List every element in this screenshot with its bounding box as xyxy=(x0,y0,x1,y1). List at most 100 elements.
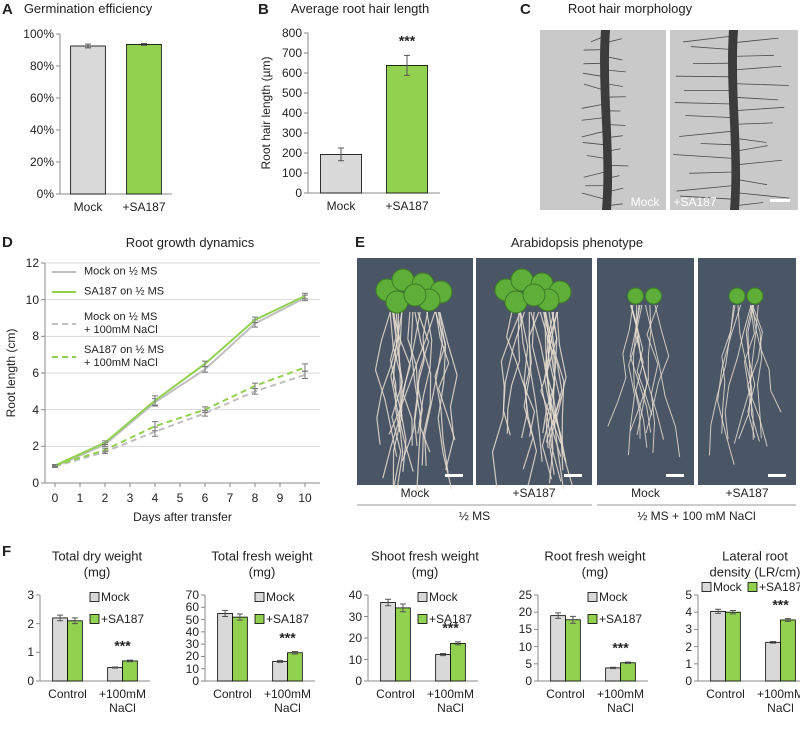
scale-bar xyxy=(564,474,582,477)
y-tick-label: 20 xyxy=(518,604,532,619)
scale-bar xyxy=(768,474,786,477)
y-tick-label: 0 xyxy=(192,673,199,688)
panel-letter: F xyxy=(2,543,12,560)
x-tick-label: 10 xyxy=(298,490,312,505)
y-tick-label: 50 xyxy=(185,612,199,627)
scale-bar xyxy=(666,474,684,477)
error-bar xyxy=(57,614,64,622)
y-tick-label: 100% xyxy=(23,26,54,41)
root xyxy=(733,304,759,444)
root xyxy=(541,311,558,480)
legend-swatch xyxy=(587,614,598,624)
y-tick-label: 0 xyxy=(355,673,362,688)
y-tick-label: 3 xyxy=(685,622,692,637)
y-tick-label: 30 xyxy=(185,636,199,651)
x-tick-label: Mock xyxy=(73,200,103,214)
legend-swatch xyxy=(89,614,100,624)
panel-title: Arabidopsis phenotype xyxy=(510,235,644,251)
root xyxy=(747,304,756,438)
error-bar xyxy=(277,659,284,663)
legend-label: +SA187 xyxy=(101,611,145,626)
legend-label: +SA187 xyxy=(599,611,643,626)
panel-letter: E xyxy=(355,234,366,251)
error-bar xyxy=(338,147,344,162)
y-tick-label: 10 xyxy=(185,661,199,676)
root-hair xyxy=(581,192,606,200)
photograph xyxy=(597,258,694,485)
root xyxy=(607,304,634,427)
bar xyxy=(107,667,123,682)
y-tick-label: 40% xyxy=(29,122,54,137)
error-bar xyxy=(102,440,108,445)
x-tick-label: +SA187 xyxy=(385,199,429,213)
leaf xyxy=(645,287,662,305)
error-bar xyxy=(126,659,133,663)
legend-label: +SA187 xyxy=(759,579,800,594)
leaf xyxy=(728,287,746,305)
root xyxy=(439,311,458,471)
error-bar xyxy=(302,292,308,300)
root xyxy=(544,311,567,463)
legend-swatch xyxy=(417,592,428,602)
root-hair xyxy=(679,130,734,137)
y-tick-label: 40 xyxy=(185,624,199,639)
bar xyxy=(70,45,106,195)
bar xyxy=(550,615,566,682)
x-tick-label: 9 xyxy=(276,490,284,505)
panel-title: Root hair morphology xyxy=(567,1,693,17)
y-tick-label: 25 xyxy=(518,587,532,602)
error-bar xyxy=(770,640,777,644)
leaf xyxy=(746,287,764,305)
y-tick-label: 10 xyxy=(25,292,39,307)
y-tick-label: 0 xyxy=(685,673,692,688)
legend-label: Mock xyxy=(101,589,130,604)
root-hair xyxy=(582,142,606,146)
root xyxy=(500,311,521,436)
y-tick-label: 100 xyxy=(281,165,302,180)
root xyxy=(632,304,641,439)
x-tick-label: +100mM NaCl xyxy=(756,687,800,716)
chart-title: Shoot fresh weight (mg) xyxy=(371,548,479,579)
x-axis-label: Days after transfer xyxy=(133,509,232,524)
y-tick-label: 15 xyxy=(518,622,532,637)
error-bar xyxy=(404,54,410,76)
root xyxy=(376,311,399,445)
root-hair xyxy=(732,192,790,199)
legend-label: SA187 on ½ MS + 100mM NaCl xyxy=(84,343,165,369)
root xyxy=(414,311,432,466)
y-tick-label: 10 xyxy=(348,652,362,667)
error-bar xyxy=(85,43,91,49)
legend-swatch xyxy=(701,582,712,592)
significance-label: *** xyxy=(442,619,459,636)
y-tick-label: 1 xyxy=(27,645,34,660)
significance-label: *** xyxy=(398,32,416,49)
root xyxy=(401,311,430,462)
error-bar xyxy=(302,363,308,372)
root xyxy=(708,304,736,456)
y-tick-label: 1 xyxy=(685,656,692,671)
bar xyxy=(67,620,83,682)
legend-label: +SA187 xyxy=(266,611,310,626)
root xyxy=(521,311,540,439)
panel-letter: C xyxy=(520,1,531,18)
significance-label: *** xyxy=(114,637,131,654)
error-bar xyxy=(454,641,461,646)
error-bar xyxy=(71,617,78,625)
error-bar xyxy=(385,598,392,607)
root xyxy=(747,304,763,440)
error-bar xyxy=(202,406,208,413)
leaf xyxy=(522,283,546,307)
root xyxy=(544,311,565,490)
error-bar xyxy=(222,609,229,617)
y-tick-label: 0 xyxy=(525,673,532,688)
scale-bar xyxy=(770,199,790,202)
error-bar xyxy=(252,316,258,324)
group-label: ½ MS xyxy=(458,508,491,523)
legend-swatch xyxy=(254,614,265,624)
root-hair xyxy=(581,103,606,109)
root xyxy=(724,304,752,440)
root xyxy=(396,311,421,489)
root xyxy=(390,311,414,472)
root-hair xyxy=(673,154,734,159)
